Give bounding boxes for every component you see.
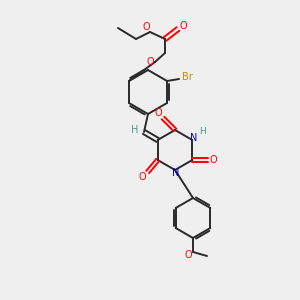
Text: N: N — [172, 168, 180, 178]
Text: O: O — [154, 108, 162, 118]
Text: O: O — [179, 21, 187, 31]
Text: H: H — [131, 125, 139, 135]
Text: N: N — [190, 133, 197, 143]
Text: O: O — [139, 172, 146, 182]
Text: O: O — [209, 155, 217, 165]
Text: Br: Br — [182, 72, 192, 82]
Text: O: O — [184, 250, 192, 260]
Text: O: O — [146, 57, 154, 67]
Text: O: O — [142, 22, 150, 32]
Text: H: H — [199, 128, 206, 136]
